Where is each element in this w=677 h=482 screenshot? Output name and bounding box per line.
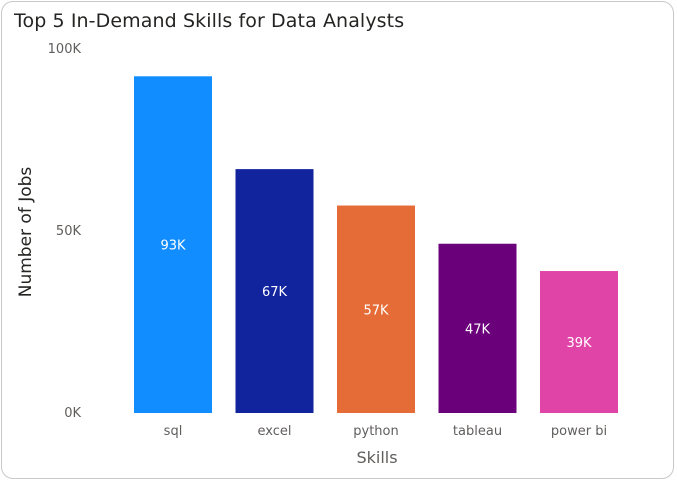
- y-tick-label: 100K: [48, 42, 82, 57]
- x-tick-label: excel: [258, 424, 292, 439]
- x-tick-label: sql: [164, 424, 183, 439]
- x-tick-label: tableau: [453, 424, 502, 439]
- bar-excel[interactable]: [235, 169, 314, 413]
- data-label: 47K: [465, 322, 491, 337]
- bars: 93K 67K 57K 47K 39K: [134, 76, 618, 414]
- data-label: 93K: [160, 239, 186, 254]
- data-label: 57K: [363, 303, 389, 318]
- y-axis-ticks: 0K 50K 100K: [48, 42, 82, 421]
- x-tick-label: python: [353, 424, 398, 439]
- y-tick-label: 50K: [56, 224, 82, 239]
- y-tick-label: 0K: [64, 406, 81, 421]
- bar-sql[interactable]: [134, 76, 212, 414]
- bar-power-bi[interactable]: [540, 271, 618, 413]
- bar-python[interactable]: [337, 205, 415, 413]
- x-axis-title: Skills: [356, 448, 397, 467]
- chart-title: Top 5 In-Demand Skills for Data Analysts: [14, 10, 405, 32]
- x-axis-ticks: sql excel python tableau power bi: [164, 424, 607, 439]
- data-label: 67K: [262, 285, 288, 300]
- y-axis-title: Number of Jobs: [16, 167, 36, 298]
- data-label: 39K: [566, 336, 592, 351]
- bar-tableau[interactable]: [438, 243, 517, 413]
- x-tick-label: power bi: [551, 424, 607, 439]
